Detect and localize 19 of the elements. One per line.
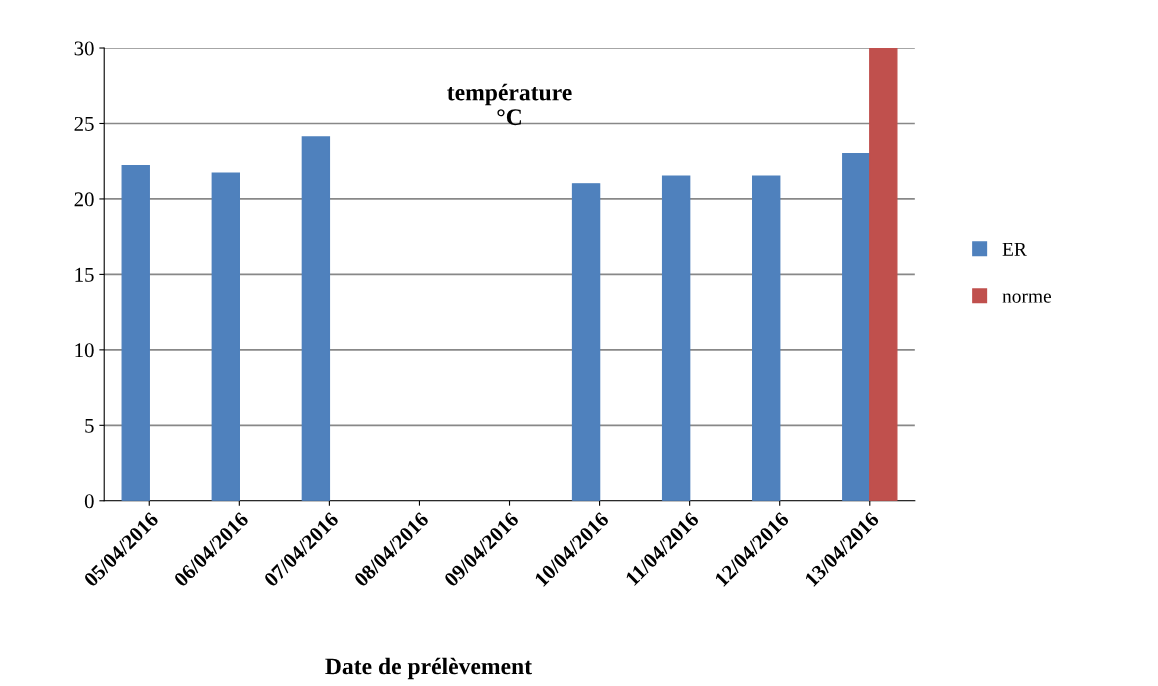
y-tick-label: 5 bbox=[85, 418, 94, 433]
legend-label: norme bbox=[1002, 293, 1052, 303]
bar bbox=[752, 175, 781, 501]
bar bbox=[869, 48, 898, 501]
x-axis-title: Date de prélèvement bbox=[325, 657, 532, 680]
y-tick-label: 10 bbox=[75, 343, 94, 358]
y-tick-label: 20 bbox=[74, 192, 94, 207]
bar bbox=[211, 172, 241, 501]
bar bbox=[301, 136, 331, 501]
y-tick-label: 30 bbox=[74, 41, 94, 56]
bar bbox=[842, 152, 871, 501]
y-tick-label: 15 bbox=[75, 267, 94, 282]
text: température °C bbox=[447, 83, 572, 126]
bar bbox=[661, 175, 691, 501]
bar bbox=[571, 183, 601, 501]
legend-label: ER bbox=[1002, 242, 1027, 256]
y-tick-label: 0 bbox=[84, 494, 94, 509]
bar bbox=[121, 165, 150, 501]
y-tick-label: 25 bbox=[74, 116, 94, 131]
